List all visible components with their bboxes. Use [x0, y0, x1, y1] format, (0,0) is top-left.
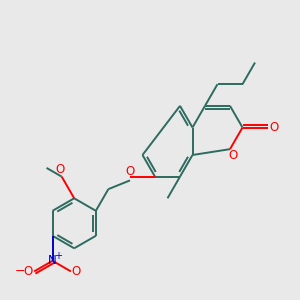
Text: N: N: [48, 254, 57, 267]
Text: O: O: [56, 163, 65, 176]
Text: O: O: [228, 149, 237, 162]
Text: +: +: [54, 251, 62, 261]
Text: O: O: [71, 265, 81, 278]
Text: O: O: [269, 121, 278, 134]
Text: O: O: [23, 265, 32, 278]
Text: −: −: [15, 265, 26, 278]
Text: O: O: [125, 165, 135, 178]
